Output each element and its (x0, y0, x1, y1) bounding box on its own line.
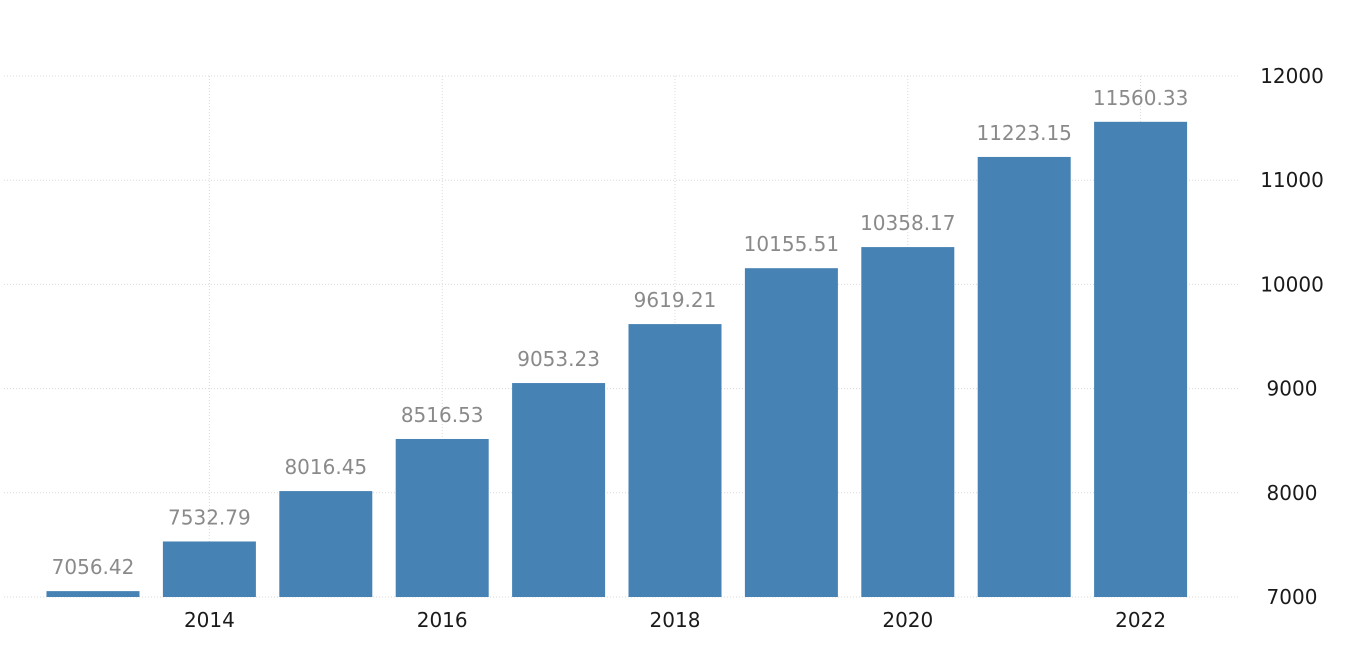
y-axis: 7000 8000 9000 10000 11000 12000 (1260, 64, 1324, 609)
bar-2021 (977, 156, 1071, 598)
bar-2018 (628, 324, 722, 597)
bar-2016 (395, 438, 489, 597)
y-tick-label: 10000 (1260, 272, 1324, 296)
bar-2014 (162, 541, 256, 597)
data-label-2022: 11560.33 (1093, 86, 1188, 110)
x-axis: 2014 2016 2018 2020 2022 (184, 608, 1166, 632)
x-tick-label: 2020 (882, 608, 933, 632)
data-label-2018: 9619.21 (634, 288, 717, 312)
data-label-2014: 7532.79 (168, 505, 251, 529)
x-tick-label: 2018 (650, 608, 701, 632)
bars-group (46, 121, 1188, 598)
data-label-2015: 8016.45 (284, 455, 367, 479)
y-tick-label: 7000 (1267, 585, 1318, 609)
x-tick-label: 2022 (1115, 608, 1166, 632)
y-tick-label: 9000 (1267, 377, 1318, 401)
data-label-2020: 10358.17 (860, 211, 955, 235)
data-label-2013: 7056.42 (52, 555, 135, 579)
y-tick-label: 11000 (1260, 168, 1324, 192)
bar-2017 (512, 383, 606, 597)
bar-2020 (861, 247, 955, 598)
bar-2022 (1094, 121, 1188, 598)
y-tick-label: 12000 (1260, 64, 1324, 88)
y-tick-label: 8000 (1267, 481, 1318, 505)
bar-2013 (46, 591, 140, 597)
data-labels-group: 7056.42 7532.79 8016.45 8516.53 9053.23 9619.… (52, 86, 1189, 579)
x-tick-label: 2016 (417, 608, 468, 632)
data-label-2017: 9053.23 (517, 347, 600, 371)
data-label-2019: 10155.51 (744, 232, 839, 256)
bar-2019 (744, 268, 838, 597)
data-label-2016: 8516.53 (401, 403, 484, 427)
x-tick-label: 2014 (184, 608, 235, 632)
data-label-2021: 11223.15 (976, 121, 1071, 145)
bar-2015 (279, 491, 373, 597)
